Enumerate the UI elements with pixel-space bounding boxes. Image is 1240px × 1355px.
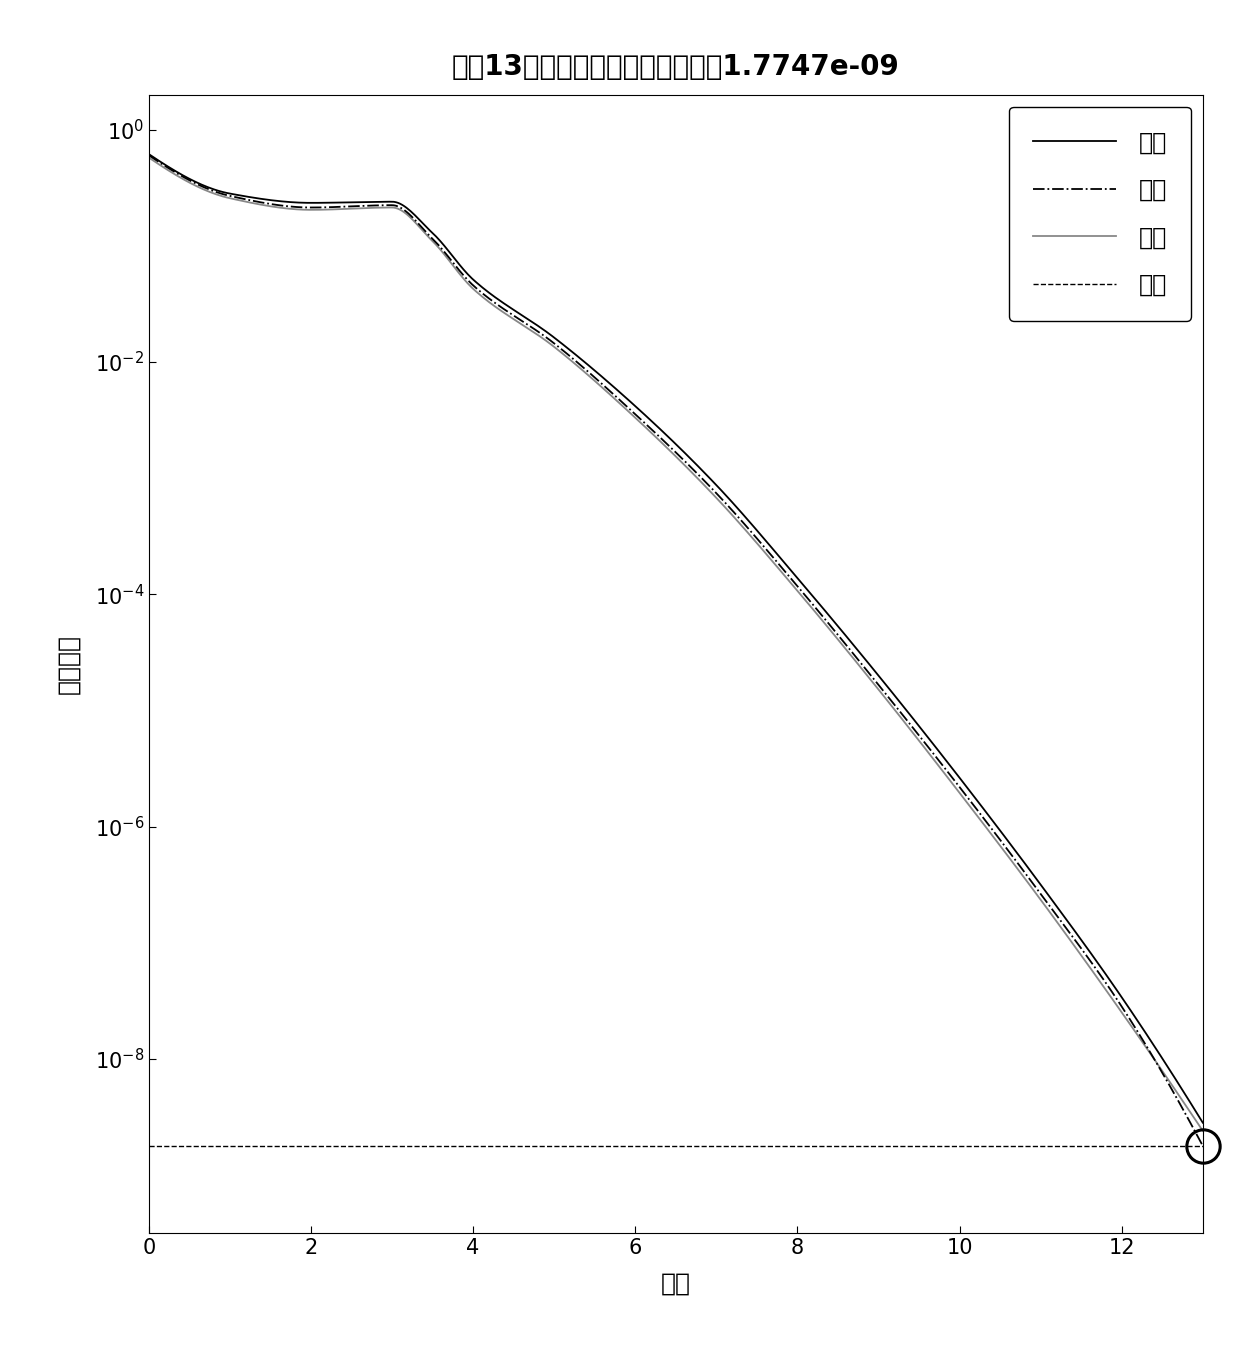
Legend: 训练, 验证, 测试, 最优: 训练, 验证, 测试, 最优 — [1009, 107, 1190, 321]
Title: 在第13步时验证效果达到最优，为1.7747e-09: 在第13步时验证效果达到最优，为1.7747e-09 — [451, 53, 900, 81]
X-axis label: 步数: 步数 — [661, 1272, 691, 1295]
Y-axis label: 均方误差: 均方误差 — [57, 634, 81, 694]
